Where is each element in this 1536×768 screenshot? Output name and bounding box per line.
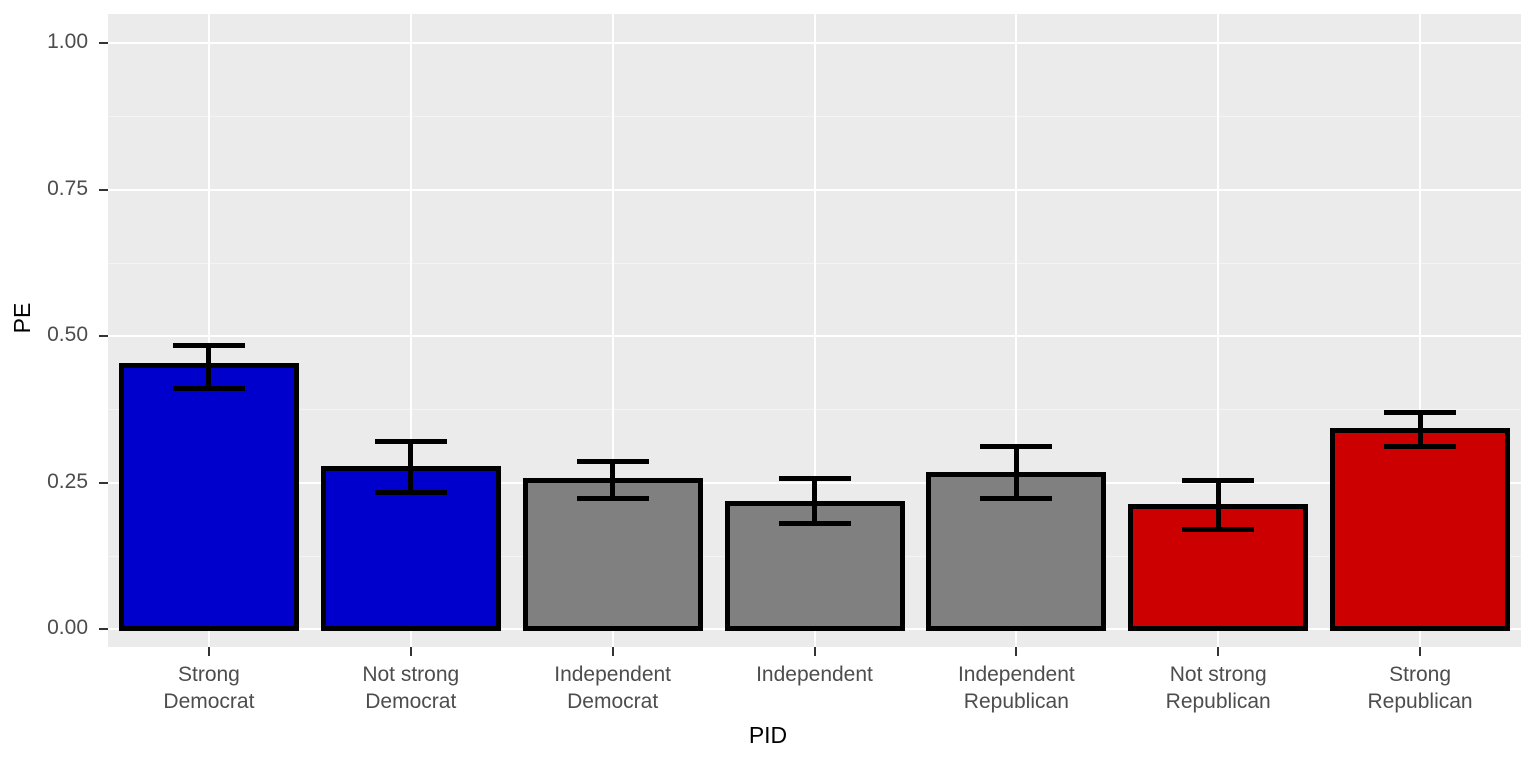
bar	[1330, 427, 1511, 631]
x-tick-label: Strong Republican	[1367, 663, 1473, 713]
y-tick-label: 0.50	[47, 323, 88, 346]
bar	[118, 363, 299, 631]
bar	[1128, 503, 1309, 631]
y-tick-mark	[99, 188, 108, 191]
error-bar-stem	[206, 345, 212, 389]
error-bar-cap-upper	[374, 438, 447, 444]
error-bar-cap-upper	[172, 343, 245, 349]
x-tick-label: Strong Democrat	[163, 663, 255, 713]
error-bar-stem	[1417, 412, 1423, 447]
error-bar-stem	[812, 478, 817, 524]
error-bar-stem	[1215, 480, 1221, 530]
x-tick-label: Independent	[756, 663, 873, 686]
y-tick-mark	[99, 481, 108, 484]
error-bar-stem	[610, 461, 616, 499]
x-tick-mark	[409, 647, 412, 656]
error-bar-cap-upper	[576, 458, 649, 464]
gridline-major-x	[1015, 14, 1018, 647]
bar	[724, 501, 905, 631]
y-tick-label: 0.75	[47, 176, 88, 200]
error-bar-cap-lower	[778, 521, 851, 527]
gridline-major-x	[813, 14, 816, 647]
error-bar-stem	[1013, 446, 1019, 499]
x-tick-label: Independent Republican	[957, 663, 1075, 713]
x-tick-label: Not strong Democrat	[362, 663, 460, 713]
error-bar-cap-lower	[1384, 444, 1457, 450]
error-bar-stem	[408, 441, 414, 493]
x-tick-label: Not strong Republican	[1165, 663, 1271, 713]
error-bar-cap-lower	[1182, 526, 1255, 532]
x-tick-mark	[1015, 647, 1018, 656]
x-tick-mark	[207, 647, 210, 656]
x-tick-mark	[813, 647, 816, 656]
gridline-major-x	[611, 14, 614, 647]
error-bar-cap-lower	[576, 496, 649, 502]
x-tick-label: Independent Democrat	[554, 663, 672, 713]
error-bar-cap-upper	[1182, 478, 1255, 484]
error-bar-cap-upper	[980, 443, 1053, 449]
x-tick-mark	[1419, 647, 1422, 656]
error-bar-cap-upper	[778, 476, 851, 482]
error-bar-cap-lower	[980, 495, 1053, 501]
error-bar-cap-lower	[374, 489, 447, 495]
gridline-major-x	[1419, 14, 1422, 647]
y-tick-mark	[99, 335, 108, 337]
x-tick-mark	[611, 647, 614, 656]
x-tick-mark	[1217, 647, 1220, 656]
plot-panel	[108, 14, 1521, 647]
y-tick-mark	[99, 42, 108, 44]
gridline-major-x	[409, 14, 412, 647]
error-bar-cap-lower	[172, 386, 245, 392]
y-tick-mark	[99, 628, 108, 630]
error-bar-cap-upper	[1384, 409, 1457, 415]
y-tick-label: 1.00	[47, 30, 88, 53]
x-axis-title: PID	[748, 722, 788, 748]
gridline-major-x	[1217, 14, 1220, 647]
gridline-major-x	[207, 14, 210, 647]
y-tick-label: 0.25	[47, 469, 88, 493]
y-tick-label: 0.00	[47, 616, 88, 639]
